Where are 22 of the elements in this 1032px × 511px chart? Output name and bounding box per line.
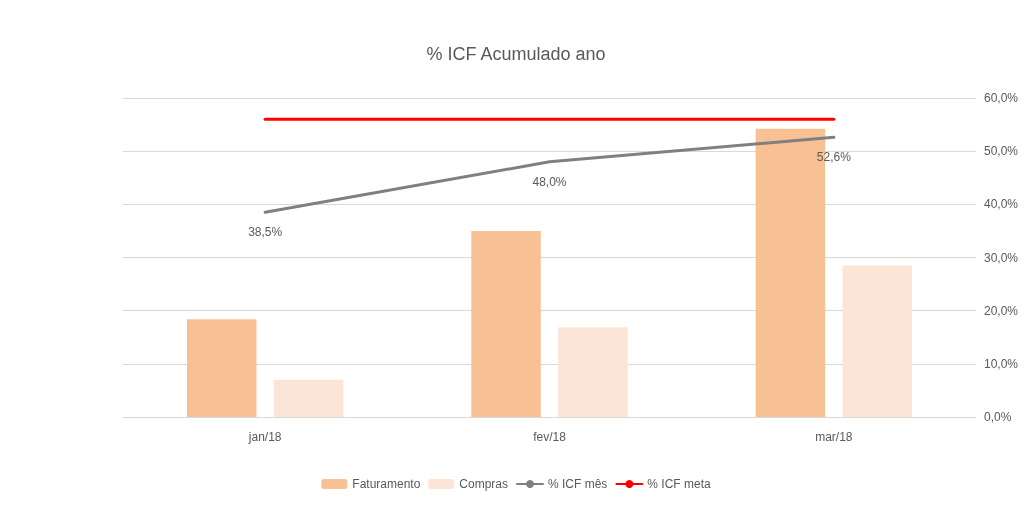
y2-tick-label: 60,0% xyxy=(984,91,1019,105)
legend-label: % ICF mês xyxy=(548,477,608,491)
y2-tick-label: 30,0% xyxy=(984,250,1019,265)
chart-title: % ICF Acumulado ano xyxy=(426,44,606,64)
y2-tick-label: 40,0% xyxy=(984,197,1019,212)
legend-label: Compras xyxy=(459,477,509,491)
x-tick-label: fev/18 xyxy=(533,430,567,444)
bar xyxy=(558,327,628,417)
bar xyxy=(842,265,913,417)
bar xyxy=(273,379,344,417)
x-tick-label: mar/18 xyxy=(815,430,853,444)
data-label: 38,5% xyxy=(248,225,283,240)
legend-label: Faturamento xyxy=(352,477,421,491)
y2-tick-label: 10,0% xyxy=(984,356,1019,371)
y2-tick-label: 0,0% xyxy=(984,410,1012,424)
y2-tick-label: 50,0% xyxy=(984,144,1019,159)
legend-label: % ICF meta xyxy=(647,477,712,491)
bar xyxy=(471,230,541,417)
bar xyxy=(186,319,257,417)
x-tick-label: jan/18 xyxy=(247,430,282,444)
y2-tick-label: 20,0% xyxy=(984,303,1019,318)
data-label: 48,0% xyxy=(532,174,567,189)
